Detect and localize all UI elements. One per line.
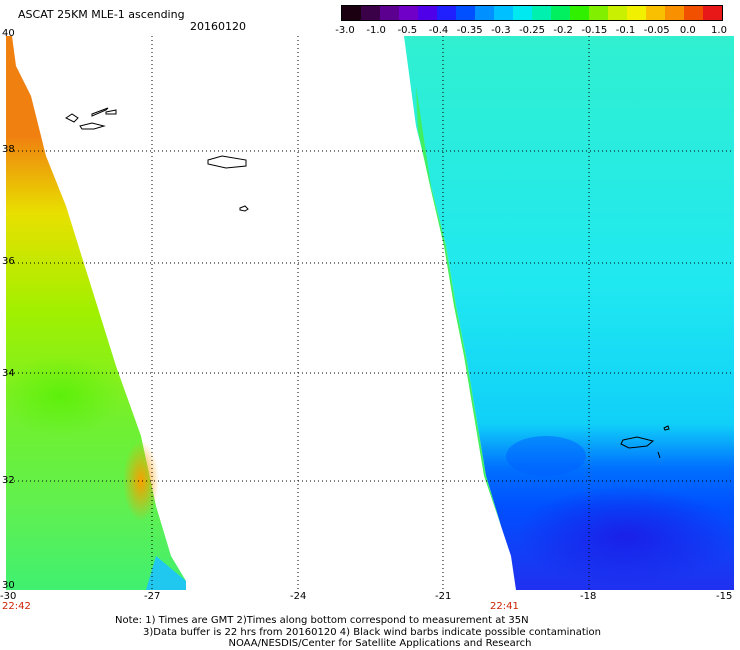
colorbar-cell bbox=[342, 6, 361, 20]
time-right: 22:41 bbox=[490, 601, 519, 612]
product-title: ASCAT 25KM MLE-1 ascending bbox=[18, 8, 185, 21]
product-date: 20160120 bbox=[190, 20, 246, 33]
colorbar-label: 1.0 bbox=[711, 25, 727, 36]
graticule bbox=[6, 36, 734, 590]
lon-label-neg27: -27 bbox=[144, 591, 161, 602]
colorbar-cell bbox=[532, 6, 551, 20]
note-line-1: Note: 1) Times are GMT 2)Times along bot… bbox=[115, 615, 529, 626]
colorbar-cell bbox=[703, 6, 722, 20]
lat-label-36: 36 bbox=[2, 256, 15, 267]
colorbar-label: -0.5 bbox=[397, 25, 418, 36]
credit-line: NOAA/NESDIS/Center for Satellite Applica… bbox=[228, 638, 532, 649]
lon-label-neg24: -24 bbox=[290, 591, 307, 602]
map-panel bbox=[6, 36, 734, 590]
colorbar-label: 0.0 bbox=[679, 25, 696, 36]
colorbar-cell bbox=[399, 6, 418, 20]
time-left: 22:42 bbox=[2, 601, 31, 612]
lat-label-34: 34 bbox=[2, 368, 15, 379]
colorbar bbox=[341, 5, 723, 21]
lat-label-30: 30 bbox=[2, 580, 15, 591]
colorbar-label: -0.15 bbox=[581, 25, 608, 36]
colorbar-cell bbox=[665, 6, 684, 20]
colorbar-label: -0.05 bbox=[643, 25, 670, 36]
note-line-2: 3)Data buffer is 22 hrs from 20160120 4)… bbox=[143, 626, 601, 638]
colorbar-labels: -3.0 -1.0 -0.5 -0.4 -0.35 -0.3 -0.25 -0.2 -0.15-… bbox=[330, 25, 734, 39]
colorbar-cell bbox=[380, 6, 399, 20]
colorbar-label: -0.35 bbox=[456, 25, 483, 36]
colorbar-cell bbox=[475, 6, 494, 20]
island-outlines bbox=[65, 107, 670, 459]
colorbar-cell bbox=[684, 6, 703, 20]
lat-label-38: 38 bbox=[2, 144, 15, 155]
colorbar-cell bbox=[627, 6, 646, 20]
lon-label-neg15: -15 bbox=[716, 591, 733, 602]
left-swath bbox=[6, 36, 186, 590]
colorbar-cell bbox=[456, 6, 475, 20]
lat-label-40: 40 bbox=[2, 28, 15, 39]
colorbar-cell bbox=[494, 6, 513, 20]
lon-label-neg30: -30 bbox=[0, 591, 17, 602]
colorbar-cell bbox=[608, 6, 627, 20]
footer-notes: Note: 1) Times are GMT 2)Times along bot… bbox=[115, 615, 601, 638]
colorbar-label: -3.0 bbox=[335, 25, 355, 36]
colorbar-cell bbox=[361, 6, 380, 20]
lon-label-neg18: -18 bbox=[580, 591, 597, 602]
colorbar-label: -0.2 bbox=[553, 25, 573, 36]
colorbar-cell bbox=[513, 6, 532, 20]
colorbar-label: -0.1 bbox=[615, 25, 636, 36]
colorbar-label: -0.3 bbox=[491, 25, 511, 36]
colorbar-label: -0.25 bbox=[519, 25, 545, 36]
colorbar-cell bbox=[646, 6, 665, 20]
colorbar-cell bbox=[570, 6, 589, 20]
lat-label-32: 32 bbox=[2, 475, 15, 486]
lon-label-neg21: -21 bbox=[435, 591, 452, 602]
colorbar-cell bbox=[551, 6, 570, 20]
colorbar-cell bbox=[437, 6, 456, 20]
colorbar-label: -0.4 bbox=[428, 25, 449, 36]
colorbar-label: -1.0 bbox=[366, 25, 386, 36]
colorbar-cell bbox=[589, 6, 608, 20]
colorbar-cell bbox=[418, 6, 437, 20]
right-swath bbox=[404, 36, 734, 590]
